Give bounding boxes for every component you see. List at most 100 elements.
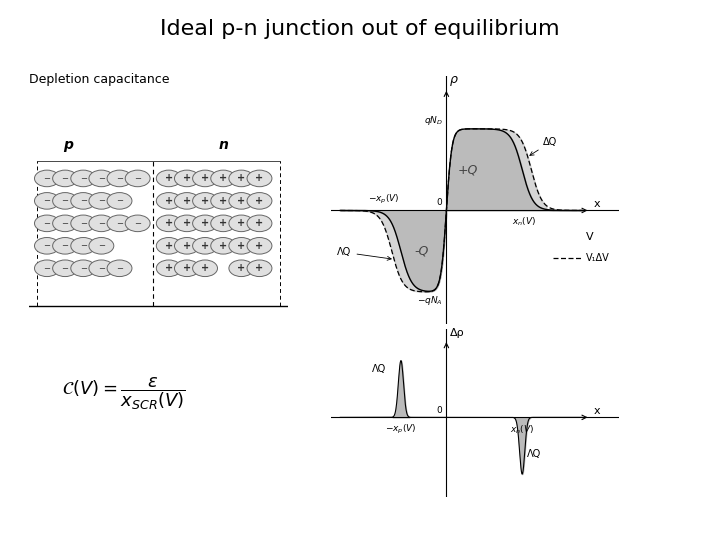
- Circle shape: [229, 170, 253, 187]
- Text: −: −: [134, 219, 141, 228]
- Circle shape: [174, 170, 199, 187]
- Text: −: −: [43, 197, 50, 205]
- Circle shape: [53, 238, 78, 254]
- Text: V₁ΔV: V₁ΔV: [586, 253, 610, 264]
- Text: −: −: [98, 219, 105, 228]
- Circle shape: [193, 238, 217, 254]
- Text: Ideal p-n junction out of equilibrium: Ideal p-n junction out of equilibrium: [160, 19, 560, 39]
- Text: $-x_p(V)$: $-x_p(V)$: [385, 423, 417, 436]
- Text: −: −: [43, 174, 50, 183]
- Circle shape: [229, 260, 253, 276]
- Circle shape: [89, 215, 114, 232]
- Text: $x_n(V)$: $x_n(V)$: [512, 216, 536, 228]
- Circle shape: [229, 193, 253, 209]
- Text: −: −: [98, 264, 105, 273]
- Circle shape: [193, 170, 217, 187]
- Circle shape: [71, 215, 96, 232]
- Text: +: +: [238, 173, 246, 184]
- Circle shape: [174, 215, 199, 232]
- Circle shape: [107, 215, 132, 232]
- Text: 0: 0: [436, 406, 442, 415]
- Circle shape: [211, 170, 235, 187]
- Circle shape: [156, 215, 181, 232]
- Text: +: +: [165, 241, 173, 251]
- Text: $-x_p(V)$: $-x_p(V)$: [368, 193, 400, 206]
- Circle shape: [35, 170, 59, 187]
- Text: +: +: [219, 173, 228, 184]
- Text: 0: 0: [436, 198, 442, 207]
- Text: −: −: [116, 174, 123, 183]
- Circle shape: [125, 170, 150, 187]
- Text: −: −: [62, 241, 68, 251]
- Text: +: +: [256, 218, 264, 228]
- Text: +: +: [183, 173, 191, 184]
- Circle shape: [156, 193, 181, 209]
- Circle shape: [174, 260, 199, 276]
- Text: +: +: [238, 218, 246, 228]
- Text: +Q: +Q: [457, 163, 478, 176]
- Text: $x_n(V)$: $x_n(V)$: [510, 423, 534, 436]
- Circle shape: [53, 215, 78, 232]
- Text: −: −: [98, 174, 105, 183]
- Text: x: x: [593, 199, 600, 208]
- Circle shape: [156, 260, 181, 276]
- Text: +: +: [165, 264, 173, 273]
- Circle shape: [193, 215, 217, 232]
- Text: ΛQ: ΛQ: [527, 449, 541, 459]
- Circle shape: [156, 170, 181, 187]
- Text: ΛQ: ΛQ: [337, 247, 391, 260]
- Text: +: +: [238, 241, 246, 251]
- Text: +: +: [256, 264, 264, 273]
- Circle shape: [125, 215, 150, 232]
- Circle shape: [71, 260, 96, 276]
- Text: +: +: [219, 241, 228, 251]
- Text: $\mathcal{C}(V) = \dfrac{\epsilon}{x_{SCR}(V)}$: $\mathcal{C}(V) = \dfrac{\epsilon}{x_{SC…: [62, 375, 185, 412]
- Circle shape: [53, 170, 78, 187]
- Circle shape: [107, 170, 132, 187]
- Circle shape: [35, 193, 59, 209]
- Text: +: +: [183, 241, 191, 251]
- Circle shape: [247, 238, 272, 254]
- Text: −: −: [80, 219, 86, 228]
- Circle shape: [35, 238, 59, 254]
- Circle shape: [193, 260, 217, 276]
- Text: +: +: [238, 196, 246, 206]
- Text: −: −: [98, 197, 105, 205]
- Text: p: p: [63, 138, 73, 152]
- Circle shape: [71, 170, 96, 187]
- Circle shape: [107, 260, 132, 276]
- Circle shape: [35, 260, 59, 276]
- Text: −: −: [98, 241, 105, 251]
- Text: +: +: [256, 173, 264, 184]
- Text: −: −: [80, 174, 86, 183]
- Text: −: −: [134, 174, 141, 183]
- Text: +: +: [238, 264, 246, 273]
- Text: −: −: [116, 197, 123, 205]
- Text: +: +: [201, 173, 209, 184]
- Text: −: −: [80, 197, 86, 205]
- Text: $-qN_A$: $-qN_A$: [418, 294, 444, 307]
- Text: +: +: [201, 264, 209, 273]
- Text: −: −: [43, 219, 50, 228]
- Text: +: +: [183, 264, 191, 273]
- Circle shape: [35, 215, 59, 232]
- Text: +: +: [165, 196, 173, 206]
- Text: −: −: [80, 264, 86, 273]
- Circle shape: [174, 238, 199, 254]
- Circle shape: [53, 260, 78, 276]
- Text: +: +: [183, 218, 191, 228]
- Text: −: −: [43, 264, 50, 273]
- Circle shape: [247, 193, 272, 209]
- Text: V: V: [586, 232, 593, 242]
- Text: Depletion capacitance: Depletion capacitance: [29, 73, 169, 86]
- Circle shape: [71, 238, 96, 254]
- Text: −: −: [80, 241, 86, 251]
- Circle shape: [247, 260, 272, 276]
- Circle shape: [89, 238, 114, 254]
- Text: −: −: [62, 264, 68, 273]
- Circle shape: [89, 193, 114, 209]
- Text: -Q: -Q: [414, 245, 428, 258]
- Circle shape: [247, 215, 272, 232]
- Text: +: +: [183, 196, 191, 206]
- Circle shape: [229, 238, 253, 254]
